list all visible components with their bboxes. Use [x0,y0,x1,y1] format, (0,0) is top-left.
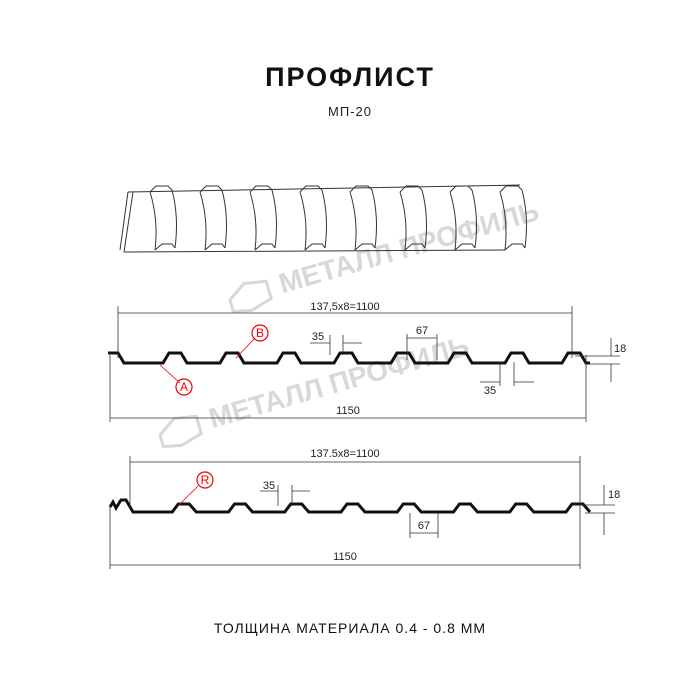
profile-b-height-label: 18 [608,489,620,501]
profile-b-width-label: 1150 [333,551,357,563]
profile-a-height-label: 18 [614,343,626,355]
profile-b: 137.5x8=1100 1150 35 67 18 R [108,448,620,569]
sheet-rib [299,185,327,251]
profile-a-rib-bottom-label: 35 [484,385,496,397]
sheet-rib [349,185,377,251]
watermark-logo-2: МЕТАЛЛ ПРОФИЛЬ [158,330,472,449]
profile-a-rib-top-label: 35 [312,331,324,343]
page-subtitle: МП-20 [328,104,372,119]
material-thickness-note: ТОЛЩИНА МАТЕРИАЛА 0.4 - 0.8 ММ [213,620,487,636]
sheet-rib [119,184,521,253]
profile-a: 137,5x8=1100 1150 35 67 35 18 B A [108,301,626,422]
profile-a-pitch-label: 137,5x8=1100 [310,301,379,313]
profile-a-width-label: 1150 [336,405,360,417]
profile-b-dimensions [109,456,615,569]
sheet-rib [449,185,477,251]
page-title: ПРОФЛИСТ [265,62,435,92]
profile-a-outline [108,351,590,365]
profile-b-outline [108,498,592,514]
profile-a-rib-gap-label: 67 [416,325,428,337]
marker-b: B [256,326,264,340]
profile-a-dimensions [109,306,620,422]
sheet-rib [499,185,527,251]
watermark-logo-1: МЕТАЛЛ ПРОФИЛЬ [228,195,542,314]
profile-b-rib-gap-label: 67 [418,520,430,532]
profile-b-pitch-label: 137.5x8=1100 [310,448,379,460]
sheet-3d-view [119,184,527,253]
sheet-rib [249,185,277,251]
watermark-text: МЕТАЛЛ ПРОФИЛЬ [205,330,472,434]
sheet-rib [149,185,177,251]
sheet-rib [199,185,227,251]
marker-r: R [201,473,210,487]
profile-b-rib-top-label: 35 [263,480,275,492]
sheet-rib [399,185,427,251]
marker-a: A [180,380,188,394]
